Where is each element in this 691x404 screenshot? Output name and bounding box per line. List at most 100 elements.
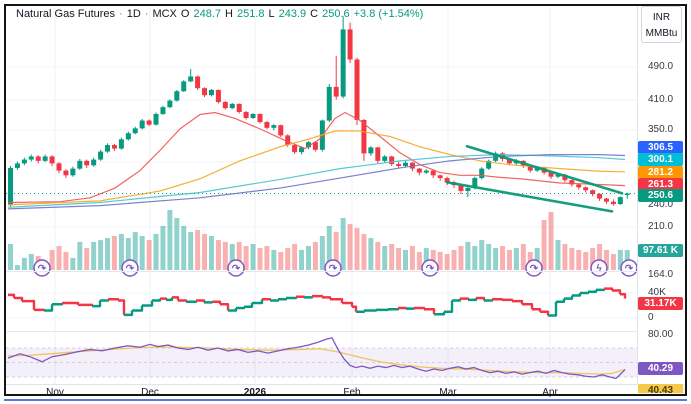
candle-body xyxy=(423,170,429,173)
volume-bar xyxy=(472,246,478,270)
lightning-icon[interactable] xyxy=(590,259,608,277)
volume-bar xyxy=(520,243,526,270)
volume-bar xyxy=(333,232,339,270)
candle-body xyxy=(257,113,263,123)
volume-bar xyxy=(229,243,235,270)
volume-bar xyxy=(305,246,311,270)
low-label: L xyxy=(268,8,275,20)
volume-bar xyxy=(264,246,270,270)
price-axis-label: 240.0 xyxy=(648,198,674,210)
exchange[interactable]: MCX xyxy=(152,8,177,20)
candle-body xyxy=(8,167,13,205)
candle-body xyxy=(458,185,464,191)
candle-body xyxy=(63,170,69,176)
rollover-icon[interactable] xyxy=(525,259,543,277)
trendline[interactable] xyxy=(445,180,614,213)
volume-bar xyxy=(292,243,298,270)
volume-bar xyxy=(603,249,609,270)
time-axis[interactable]: Nov Dec 2026 Feb Mar Apr xyxy=(6,384,685,399)
candle-body xyxy=(229,103,235,109)
axis-value-badge: 281.2 xyxy=(638,165,683,179)
open-value: 248.7 xyxy=(193,8,221,20)
volume-bar xyxy=(555,240,561,270)
rollover-icon[interactable]: ↷ xyxy=(232,264,241,275)
candle-body xyxy=(597,193,603,199)
high-value: 251.8 xyxy=(236,8,265,20)
volume-bar xyxy=(195,230,201,270)
rollover-icon[interactable] xyxy=(324,259,342,277)
candle-body xyxy=(534,167,540,171)
candle-body xyxy=(292,145,298,153)
candle-body xyxy=(389,156,395,165)
rollover-icon[interactable]: ↷ xyxy=(126,264,135,275)
volume-bar xyxy=(8,243,13,270)
pane-separator[interactable] xyxy=(6,271,685,272)
time-axis-label: Apr xyxy=(542,387,558,398)
volume-bar xyxy=(202,233,208,270)
volume-bar xyxy=(250,243,256,270)
lightning-icon[interactable]: ϟ xyxy=(596,264,602,275)
rollover-icon[interactable]: ↷ xyxy=(426,264,435,275)
volume-bar xyxy=(493,248,499,270)
candle-body xyxy=(624,193,630,195)
volume-bar xyxy=(479,240,485,270)
rollover-icon[interactable]: ↷ xyxy=(38,264,47,275)
candle-body xyxy=(354,59,360,121)
volume-bar xyxy=(610,254,616,270)
open-interest-line xyxy=(8,287,627,317)
candle-body xyxy=(264,122,270,128)
candle-body xyxy=(305,142,311,148)
axis-value-badge: 40.29 xyxy=(638,361,683,375)
rollover-icon[interactable]: ↷ xyxy=(625,264,634,275)
volume-bar xyxy=(70,257,76,270)
candle-body xyxy=(105,145,111,152)
volume-bar xyxy=(465,241,471,270)
candle-body xyxy=(84,160,90,166)
candle-body xyxy=(188,76,194,82)
candle-body xyxy=(430,170,436,176)
volume-bar xyxy=(590,248,596,270)
price-axis-label: 410.0 xyxy=(648,93,674,105)
candle-body xyxy=(195,76,201,89)
candle-body xyxy=(396,164,402,166)
symbol-name[interactable]: Natural Gas Futures xyxy=(16,8,116,20)
rollover-icon[interactable] xyxy=(227,259,245,277)
rollover-icon[interactable] xyxy=(121,259,139,277)
trendlines xyxy=(445,144,624,213)
volume-bar xyxy=(243,246,249,270)
volume-bar xyxy=(98,240,104,270)
rollover-icon[interactable]: ↷ xyxy=(329,264,338,275)
volume-bar xyxy=(534,248,540,270)
candle-body xyxy=(139,120,145,129)
interval[interactable]: 1D xyxy=(126,8,141,20)
candle-body xyxy=(590,190,596,194)
candle-body xyxy=(250,113,256,118)
volume-bar xyxy=(188,232,194,270)
candle-body xyxy=(202,88,208,96)
change-value: +3.8 (+1.54%) xyxy=(353,8,424,20)
volume-bar xyxy=(153,233,159,270)
candle-body xyxy=(28,156,34,160)
candle-body xyxy=(472,178,478,189)
axis-value-badge: 261.3 xyxy=(638,177,683,191)
candle-body xyxy=(91,159,97,166)
volume-bar xyxy=(396,248,402,270)
candle-body xyxy=(576,184,582,188)
pane-separator[interactable] xyxy=(6,331,685,332)
candle-body xyxy=(299,147,305,153)
candle-body xyxy=(236,103,242,113)
rollover-icon[interactable]: ↷ xyxy=(530,264,539,275)
candle-body xyxy=(382,156,388,161)
price-chart-canvas[interactable]: ↷ ↷ ↷ ↷ ↷ ↷ ↷ ϟ xyxy=(6,6,637,384)
volume-bar xyxy=(444,254,450,270)
separator-dot: · xyxy=(144,8,149,20)
volume-bar xyxy=(576,249,582,270)
rollover-icon[interactable] xyxy=(33,259,51,277)
candle-body xyxy=(465,188,471,191)
candle-body xyxy=(111,145,117,149)
close-value: 250.6 xyxy=(322,8,350,20)
volume-bar xyxy=(118,233,124,270)
rollover-icon[interactable] xyxy=(421,259,439,277)
volume-bar xyxy=(409,246,415,270)
trendline[interactable] xyxy=(465,144,624,195)
